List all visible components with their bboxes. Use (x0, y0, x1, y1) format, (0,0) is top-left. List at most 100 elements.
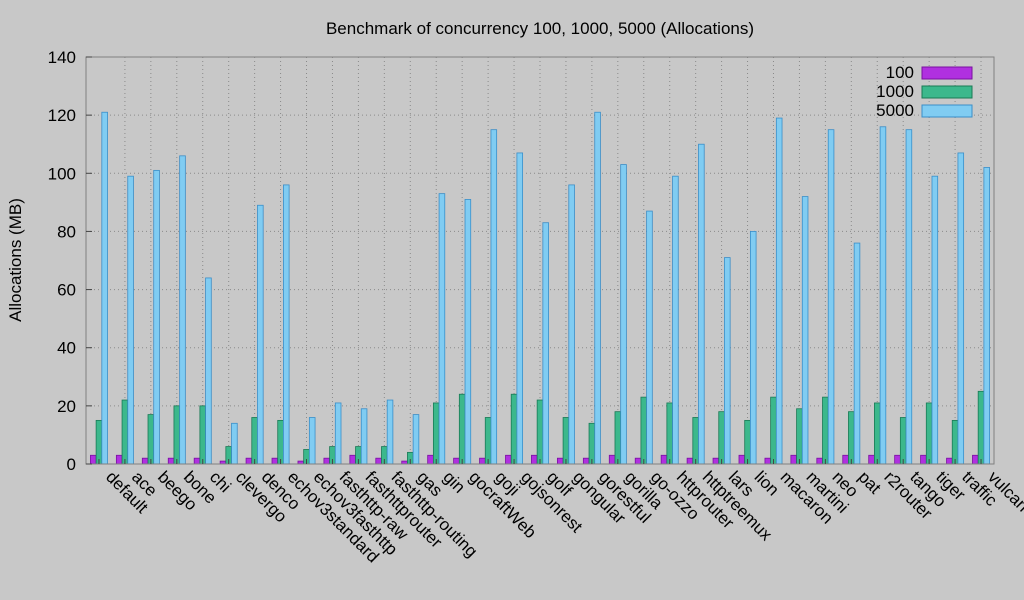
bar-5000-gas (412, 414, 420, 465)
bar-100-tiger (920, 454, 927, 465)
bar-5000-gocraftWeb (464, 199, 472, 465)
bar-5000-beego (153, 169, 160, 465)
legend-swatch-1000 (921, 85, 973, 99)
bar-1000-ace (121, 399, 129, 465)
bar-5000-chi (205, 277, 212, 465)
x-tick-label-lion: lion (751, 467, 783, 499)
bar-1000-tango (899, 417, 907, 465)
bar-1000-gongular (562, 417, 570, 465)
bar-100-httptreemux (686, 457, 694, 465)
bar-100-fasthttprouter (349, 454, 356, 465)
bar-100-ace (115, 454, 123, 465)
bar-5000-gorilla (620, 164, 627, 465)
bar-100-echov3standard (271, 457, 279, 465)
bar-1000-gojsonrest (510, 393, 518, 465)
bar-100-default (90, 454, 97, 465)
bar-1000-denco (251, 417, 258, 465)
bar-100-beego (141, 457, 149, 465)
legend-label-1000: 1000 (876, 82, 914, 101)
bar-5000-echov3fasthttp (308, 417, 316, 465)
bar-5000-denco (257, 204, 264, 465)
bar-100-golf (531, 454, 538, 465)
bar-5000-fasthttp-raw (334, 402, 342, 465)
bar-5000-gin (438, 193, 446, 465)
bar-100-go-ozzo (634, 457, 642, 465)
bar-1000-gorilla (614, 411, 622, 465)
bar-1000-pat (848, 411, 855, 465)
bar-5000-fasthttp-routing (386, 399, 394, 465)
legend-label-5000: 5000 (876, 101, 914, 120)
bar-5000-fasthttprouter (360, 408, 368, 465)
bar-100-gorilla (608, 454, 616, 465)
y-axis-label: Allocations (MB) (6, 198, 25, 322)
bar-1000-default (95, 419, 103, 465)
bar-5000-echov3standard (283, 184, 290, 465)
y-tick-label: 40 (57, 339, 76, 358)
bar-1000-vulcan (977, 390, 985, 465)
bar-100-gorestful (582, 457, 590, 465)
bar-1000-tiger (925, 402, 933, 465)
axes (85, 56, 995, 465)
bar-5000-vulcan (983, 167, 990, 465)
x-tick-label-pat: pat (854, 467, 884, 497)
bar-5000-lars (724, 257, 731, 465)
bar-1000-neo (822, 396, 829, 465)
x-tick-label-gin: gin (439, 467, 468, 496)
legend-swatch-100 (921, 66, 973, 80)
bar-1000-r2router (874, 402, 881, 465)
bar-5000-gongular (568, 184, 575, 465)
bar-100-macaron (764, 457, 772, 465)
bar-100-goji (479, 457, 486, 465)
bar-100-tango (894, 454, 901, 465)
y-tick-label: 60 (57, 281, 76, 300)
y-tick-label: 0 (67, 455, 76, 474)
bar-5000-gojsonrest (516, 152, 524, 465)
bar-100-neo (816, 457, 823, 465)
bar-100-lars (712, 457, 720, 465)
bar-5000-default (101, 111, 108, 465)
bar-1000-beego (147, 414, 155, 465)
bar-1000-bone (173, 405, 181, 465)
bar-5000-clevergo (231, 422, 238, 465)
bar-1000-gin (432, 402, 440, 465)
bar-1000-chi (199, 405, 206, 465)
bar-1000-lars (718, 411, 725, 465)
bar-1000-golf (536, 399, 544, 465)
bar-1000-martini (796, 408, 803, 465)
bar-1000-gocraftWeb (458, 393, 466, 465)
bar-5000-httprouter (672, 175, 679, 465)
bar-100-martini (790, 454, 797, 465)
bar-100-httprouter (660, 454, 668, 465)
bar-100-gocraftWeb (453, 457, 460, 465)
bar-100-gongular (556, 457, 564, 465)
bar-1000-traffic (951, 419, 959, 465)
bar-1000-gorestful (588, 422, 596, 465)
bar-5000-traffic (957, 152, 965, 465)
y-ticks: 0 20 40 60 80 100 120 140 (48, 48, 76, 474)
bar-5000-tiger (931, 175, 939, 465)
bar-5000-pat (853, 242, 861, 465)
bar-100-chi (193, 457, 201, 465)
y-tick-label: 80 (57, 222, 76, 241)
bar-5000-ace (127, 175, 134, 465)
bar-100-traffic (946, 457, 953, 465)
bar-100-fasthttp-routing (375, 457, 382, 465)
bar-5000-httptreemux (698, 143, 705, 465)
grid (86, 57, 994, 464)
bar-100-bone (167, 457, 175, 465)
bar-100-r2router (868, 454, 875, 465)
bar-100-gojsonrest (505, 454, 512, 465)
y-tick-label: 140 (48, 48, 76, 67)
y-tick-label: 120 (48, 106, 76, 125)
bar-5000-lion (749, 231, 757, 465)
bar-1000-lion (744, 419, 751, 465)
bar-1000-goji (484, 417, 492, 465)
x-ticks: defaultacebeegobonechiclevergodencoechov… (102, 467, 1024, 566)
chart-title: Benchmark of concurrency 100, 1000, 5000… (326, 19, 754, 38)
bar-100-pat (842, 454, 849, 465)
bar-1000-macaron (770, 396, 777, 465)
bar-5000-go-ozzo (646, 210, 653, 465)
bar-5000-bone (179, 155, 186, 465)
